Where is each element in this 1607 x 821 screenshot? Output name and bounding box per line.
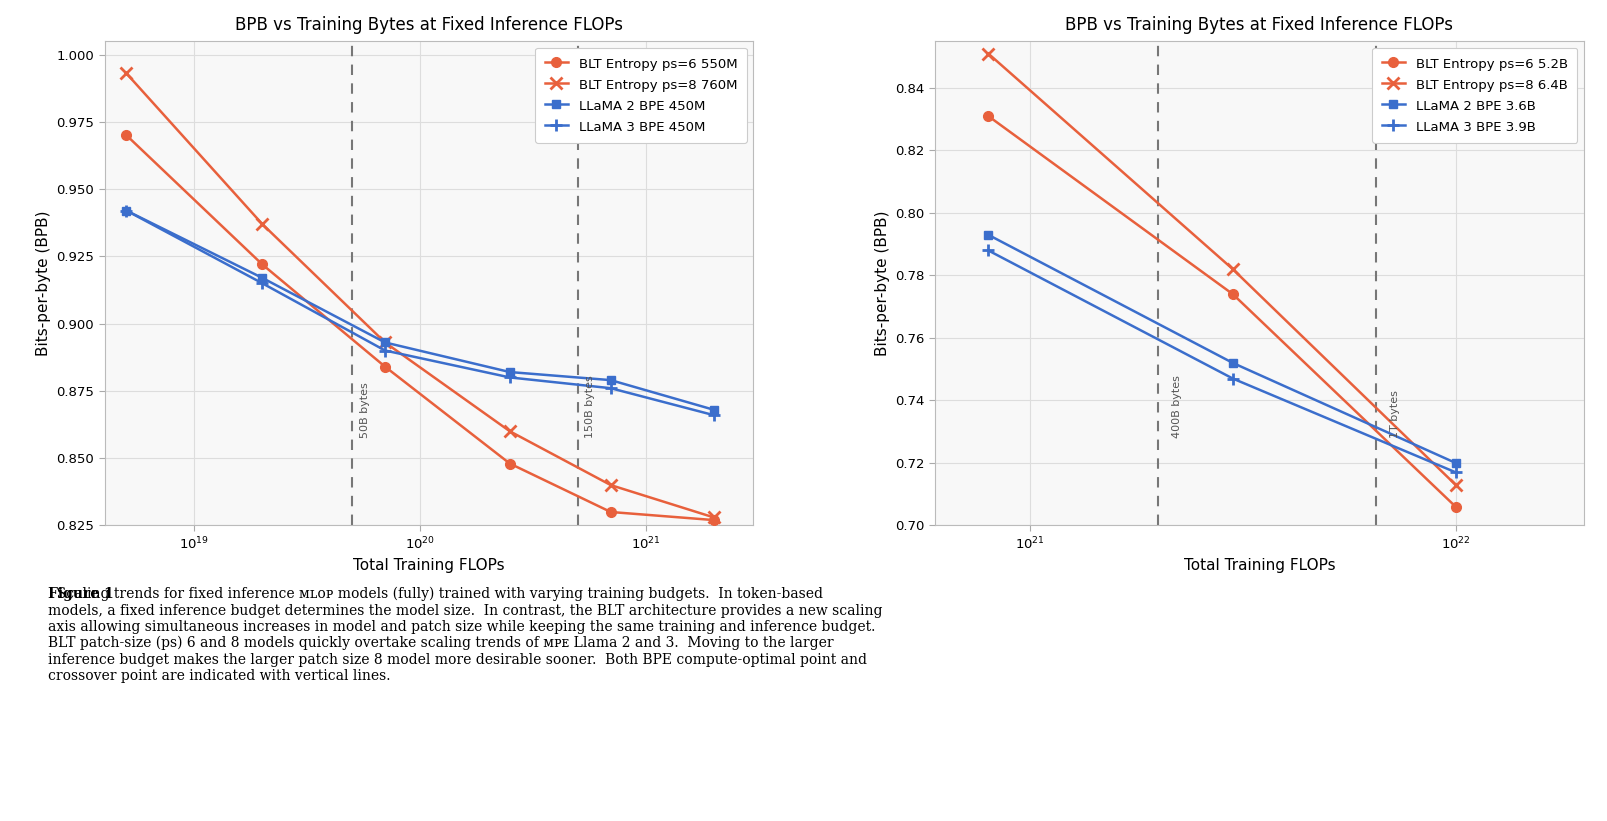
Text: 50B bytes: 50B bytes [360, 383, 370, 438]
Text: Figure 1: Figure 1 [48, 587, 114, 601]
Title: BPB vs Training Bytes at Fixed Inference FLOPs: BPB vs Training Bytes at Fixed Inference… [1065, 16, 1453, 34]
X-axis label: Total Training FLOPs: Total Training FLOPs [1183, 558, 1334, 573]
Legend: BLT Entropy ps=6 5.2B, BLT Entropy ps=8 6.4B, LLaMA 2 BPE 3.6B, LLaMA 3 BPE 3.9B: BLT Entropy ps=6 5.2B, BLT Entropy ps=8 … [1371, 48, 1576, 143]
Legend: BLT Entropy ps=6 550M, BLT Entropy ps=8 760M, LLaMA 2 BPE 450M, LLaMA 3 BPE 450M: BLT Entropy ps=6 550M, BLT Entropy ps=8 … [535, 48, 746, 143]
Title: BPB vs Training Bytes at Fixed Inference FLOPs: BPB vs Training Bytes at Fixed Inference… [235, 16, 622, 34]
Text: Scaling trends for fixed inference ᴍʟᴏᴘ models (fully) trained with varying trai: Scaling trends for fixed inference ᴍʟᴏᴘ … [48, 587, 882, 683]
Y-axis label: Bits-per-byte (BPB): Bits-per-byte (BPB) [35, 210, 51, 356]
X-axis label: Total Training FLOPs: Total Training FLOPs [354, 558, 505, 573]
Y-axis label: Bits-per-byte (BPB): Bits-per-byte (BPB) [874, 210, 889, 356]
Text: 1T bytes: 1T bytes [1390, 390, 1400, 438]
Text: 400B bytes: 400B bytes [1172, 375, 1181, 438]
Text: 150B bytes: 150B bytes [585, 375, 595, 438]
